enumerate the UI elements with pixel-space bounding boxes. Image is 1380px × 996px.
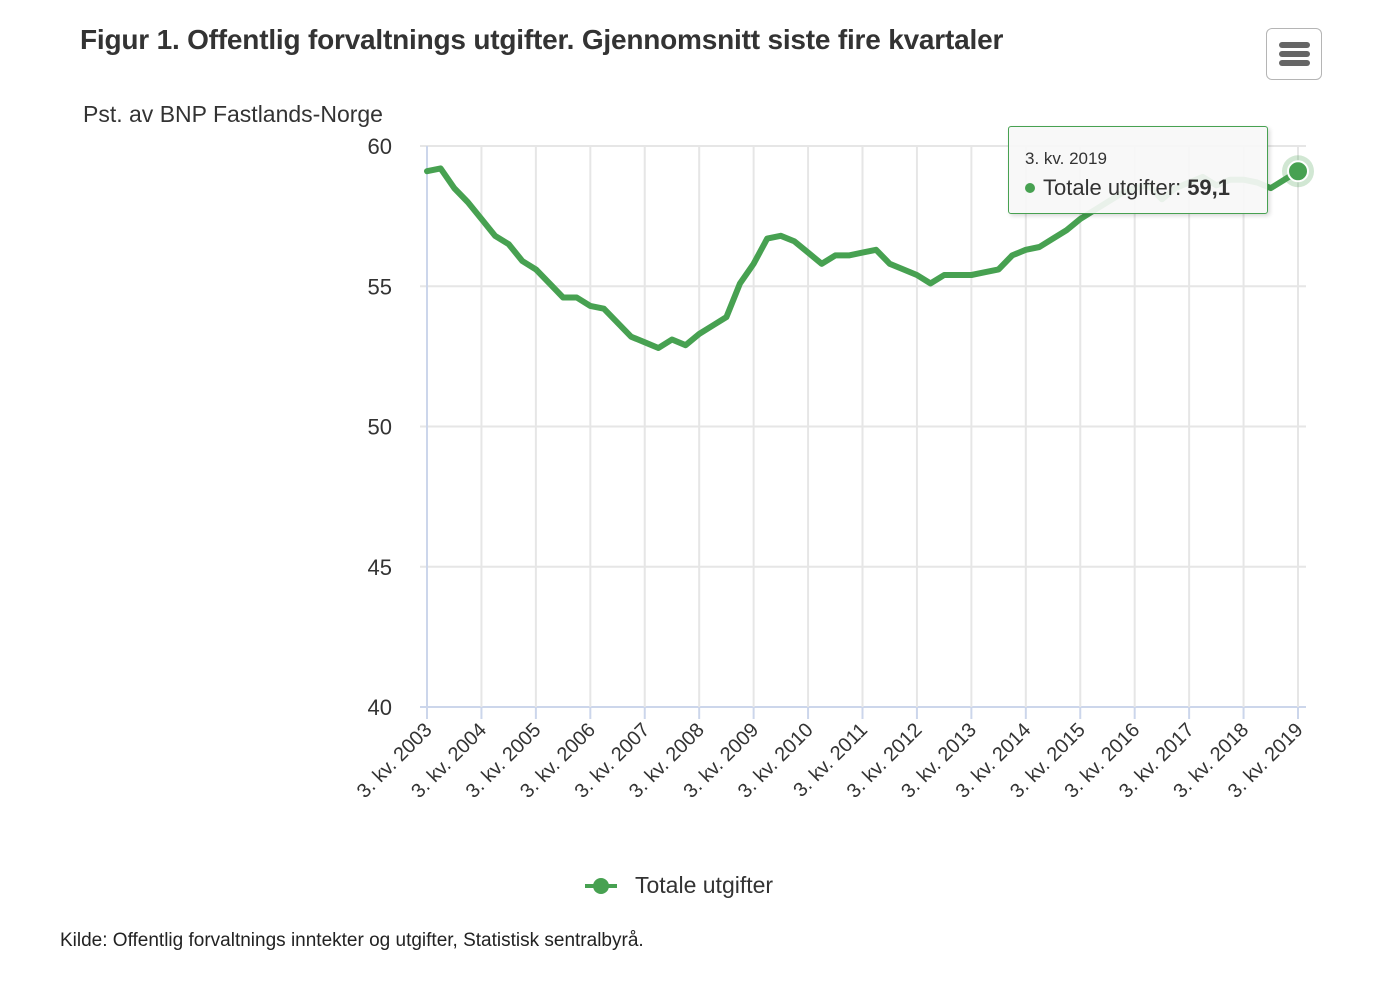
y-tick-label: 40 <box>368 695 392 720</box>
hamburger-menu-icon-bar <box>1279 60 1310 66</box>
y-axis-title: Pst. av BNP Fastlands-Norge <box>83 101 383 127</box>
y-tick-label: 60 <box>368 134 392 159</box>
tooltip-body: Totale utgifter: 59,1 <box>1025 175 1230 201</box>
hamburger-menu-icon <box>1279 42 1310 48</box>
y-tick-label: 55 <box>368 274 392 299</box>
legend-item-totale-utgifter[interactable]: Totale utgifter <box>585 872 773 899</box>
y-tick-label: 45 <box>368 555 392 580</box>
source-credit: Kilde: Offentlig forvaltnings inntekter … <box>60 930 644 951</box>
y-axis-labels: 40 45 50 55 60 <box>368 134 392 720</box>
chart-menu-button[interactable] <box>1266 28 1322 80</box>
tooltip-series-label: Totale utgifter: <box>1043 175 1182 200</box>
hamburger-menu-icon-bar <box>1279 51 1310 57</box>
tooltip: 3. kv. 2019 Totale utgifter: 59,1 <box>1008 126 1268 214</box>
gridlines <box>420 145 1306 719</box>
series-dot-icon <box>1025 183 1035 193</box>
tooltip-header: 3. kv. 2019 <box>1025 149 1107 168</box>
tooltip-value: 59,1 <box>1187 175 1231 200</box>
chart-title: Figur 1. Offentlig forvaltnings utgifter… <box>80 24 1004 55</box>
legend-label: Totale utgifter <box>635 872 774 898</box>
hover-data-point[interactable] <box>1287 160 1309 183</box>
legend-line-marker-icon <box>585 877 617 894</box>
y-tick-label: 50 <box>368 415 392 440</box>
